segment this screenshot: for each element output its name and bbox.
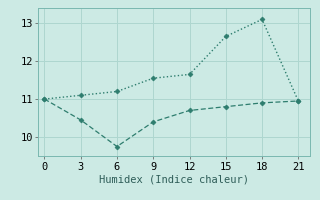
X-axis label: Humidex (Indice chaleur): Humidex (Indice chaleur) (100, 174, 249, 184)
